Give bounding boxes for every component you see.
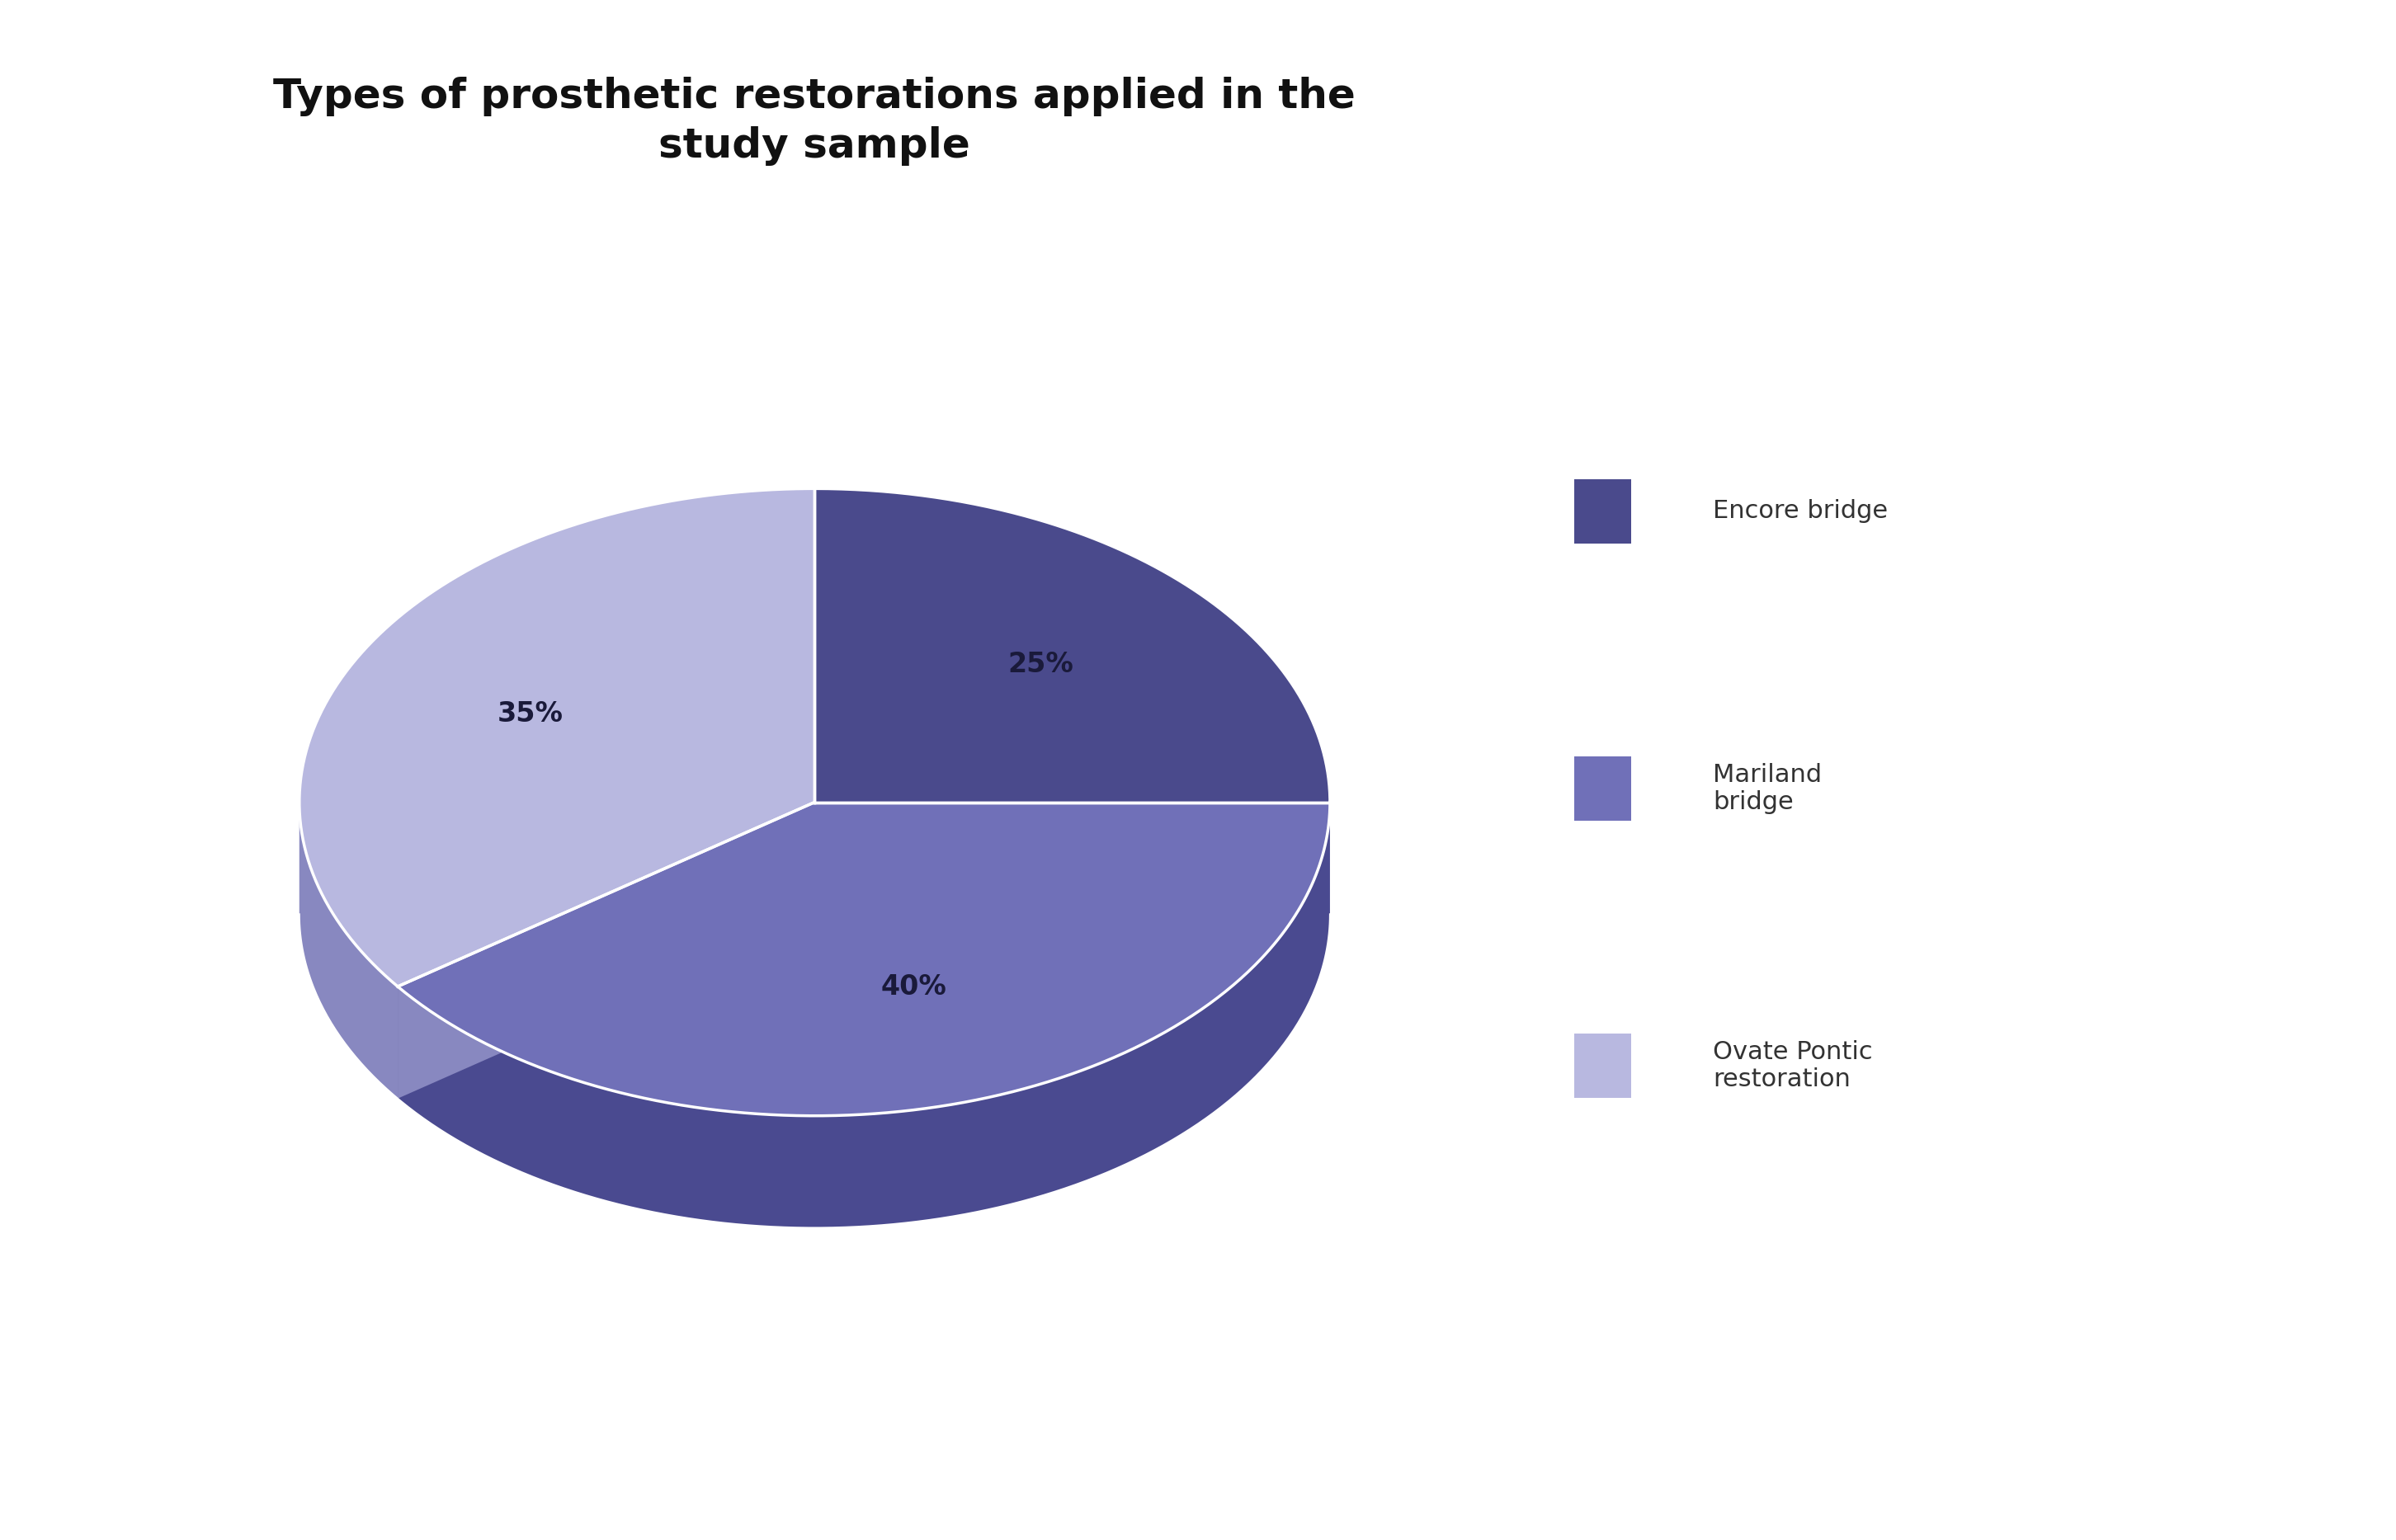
Text: 25%: 25% [1009, 651, 1073, 678]
Text: Ovate Pontic
restoration: Ovate Pontic restoration [1713, 1040, 1871, 1092]
Polygon shape [398, 802, 815, 1098]
Text: Types of prosthetic restorations applied in the
study sample: Types of prosthetic restorations applied… [273, 77, 1356, 166]
Polygon shape [398, 802, 815, 1098]
Text: 35%: 35% [496, 701, 563, 727]
Polygon shape [398, 805, 1330, 1227]
FancyBboxPatch shape [1574, 1033, 1632, 1098]
Polygon shape [398, 802, 1330, 1116]
Polygon shape [300, 804, 398, 1098]
Polygon shape [300, 488, 815, 987]
Text: Mariland
bridge: Mariland bridge [1713, 762, 1821, 815]
Text: Encore bridge: Encore bridge [1713, 499, 1888, 524]
FancyBboxPatch shape [1574, 479, 1632, 544]
Polygon shape [815, 488, 1330, 802]
Text: 40%: 40% [879, 973, 946, 1001]
FancyBboxPatch shape [1574, 756, 1632, 821]
